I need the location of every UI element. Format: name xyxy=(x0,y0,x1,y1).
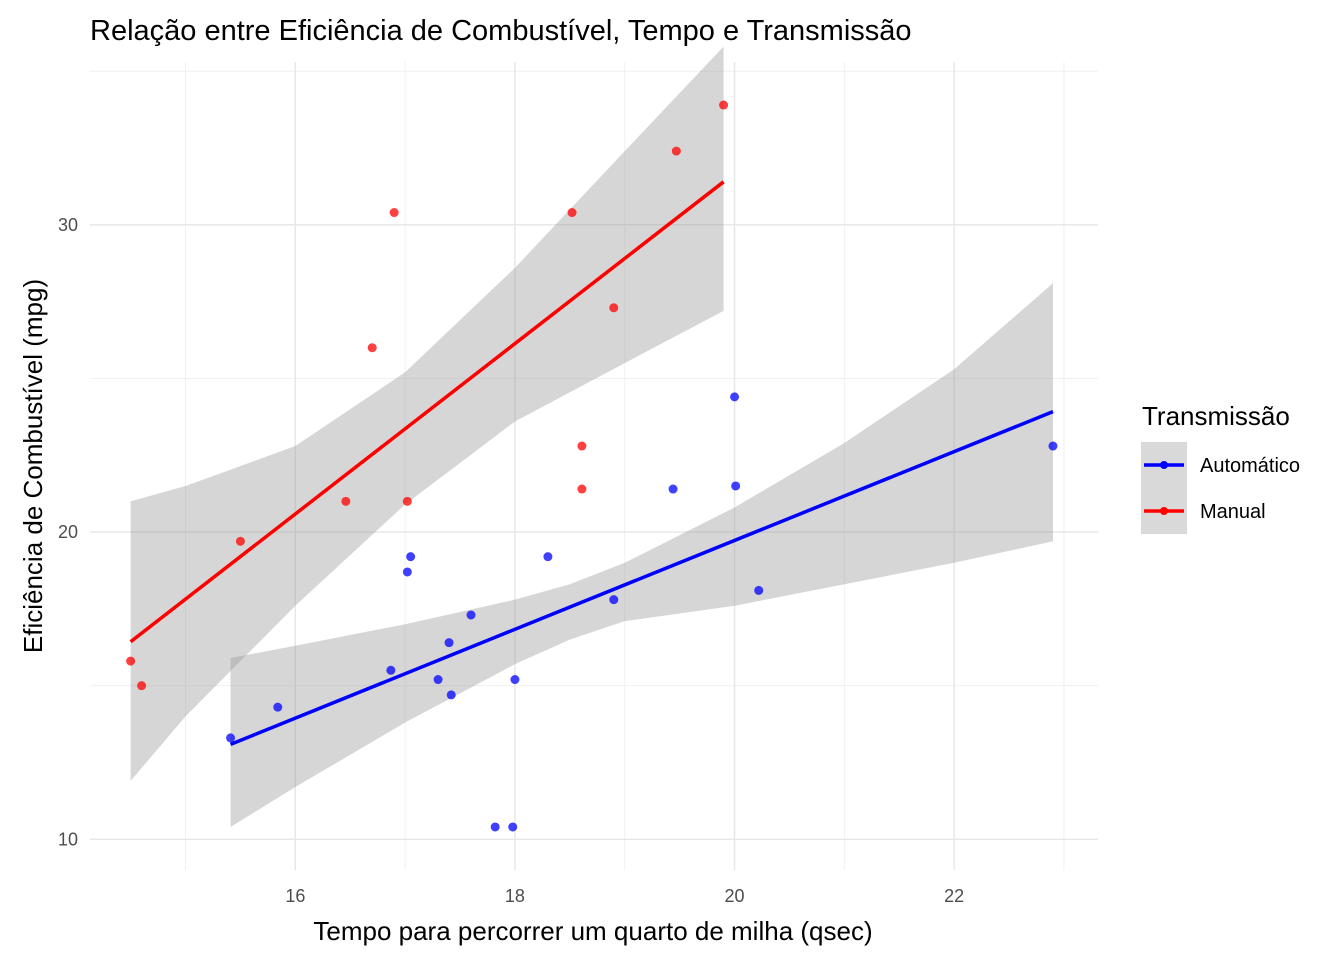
data-point xyxy=(754,585,764,595)
data-point xyxy=(577,441,587,451)
data-point xyxy=(406,552,416,562)
data-point xyxy=(671,146,681,156)
data-point xyxy=(508,822,518,832)
y-tick-label: 10 xyxy=(58,829,78,849)
data-point xyxy=(367,343,377,353)
data-point xyxy=(719,100,729,110)
data-point xyxy=(402,567,412,577)
data-point xyxy=(577,484,587,494)
y-axis-title: Eficiência de Combustível (mpg) xyxy=(18,279,48,653)
grid-minor xyxy=(90,62,1098,870)
data-point xyxy=(731,481,741,491)
data-point xyxy=(510,675,520,685)
data-point xyxy=(609,595,619,605)
x-tick-label: 22 xyxy=(944,886,964,906)
legend-key-point xyxy=(1160,461,1168,469)
data-point xyxy=(446,690,456,700)
data-point xyxy=(341,496,351,506)
data-point xyxy=(126,656,136,666)
data-point xyxy=(490,822,500,832)
data-point xyxy=(730,392,740,402)
x-axis-title: Tempo para percorrer um quarto de milha … xyxy=(313,916,872,946)
data-point xyxy=(567,208,577,218)
y-tick-label: 20 xyxy=(58,522,78,542)
x-tick-label: 16 xyxy=(285,886,305,906)
data-point xyxy=(444,638,454,648)
data-point xyxy=(137,681,147,691)
confidence-bands xyxy=(130,46,1053,827)
fit-line xyxy=(129,180,725,644)
data-points xyxy=(126,100,1058,832)
fit-lines xyxy=(129,180,1054,746)
data-point xyxy=(235,536,245,546)
data-point xyxy=(543,552,553,562)
x-tick-label: 18 xyxy=(505,886,525,906)
legend-key-point xyxy=(1160,507,1168,515)
data-point xyxy=(273,702,283,712)
data-point xyxy=(668,484,678,494)
x-tick-label: 20 xyxy=(725,886,745,906)
confidence-band xyxy=(230,283,1053,827)
data-point xyxy=(609,303,619,313)
data-point xyxy=(389,208,399,218)
legend-label: Automático xyxy=(1200,455,1300,477)
y-tick-label: 30 xyxy=(58,215,78,235)
data-point xyxy=(386,665,396,675)
legend-key-background xyxy=(1141,442,1187,534)
legend-title: Transmissão xyxy=(1142,401,1290,431)
data-point xyxy=(1048,441,1058,451)
data-point xyxy=(466,610,476,620)
grid-major xyxy=(90,62,1098,870)
data-point xyxy=(402,496,412,506)
chart-title: Relação entre Eficiência de Combustível,… xyxy=(90,15,912,47)
legend: Transmissão Automático Manual xyxy=(1141,401,1300,534)
fit-line xyxy=(229,409,1054,746)
y-axis-ticks: 10 20 30 xyxy=(58,215,78,849)
x-axis-ticks: 16 18 20 22 xyxy=(285,886,964,906)
data-point xyxy=(433,675,443,685)
data-point xyxy=(226,733,236,743)
legend-label: Manual xyxy=(1200,501,1266,523)
